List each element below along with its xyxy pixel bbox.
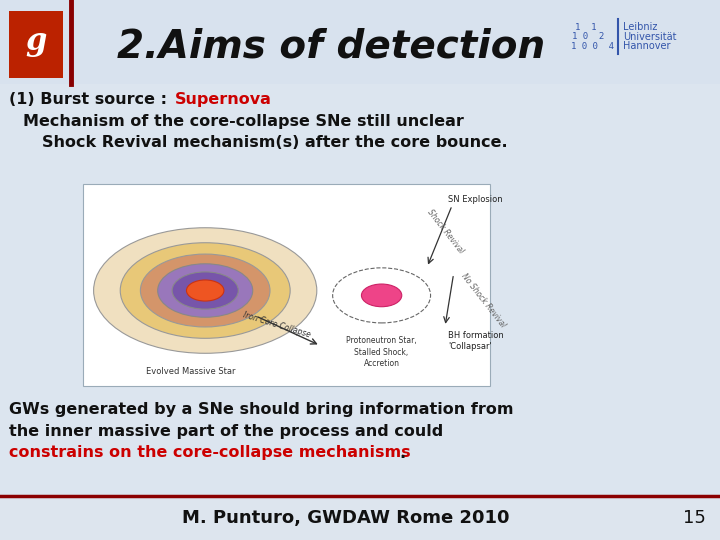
Text: 2.Aims of detection: 2.Aims of detection xyxy=(117,28,545,66)
Ellipse shape xyxy=(120,242,290,338)
Text: Hannover: Hannover xyxy=(623,42,670,51)
Text: Mechanism of the core-collapse SNe still unclear: Mechanism of the core-collapse SNe still… xyxy=(23,114,464,129)
Text: Evolved Massive Star: Evolved Massive Star xyxy=(146,367,235,376)
Text: No Shock Revival: No Shock Revival xyxy=(459,272,507,329)
Text: constrains on the core-collapse mechanisms: constrains on the core-collapse mechanis… xyxy=(9,446,410,461)
Ellipse shape xyxy=(140,254,270,327)
Text: 15: 15 xyxy=(683,509,706,527)
Ellipse shape xyxy=(361,284,402,307)
Text: .: . xyxy=(400,446,406,461)
Ellipse shape xyxy=(333,268,431,323)
Text: Iron Core Collapse: Iron Core Collapse xyxy=(243,310,312,340)
FancyBboxPatch shape xyxy=(83,184,490,386)
Text: Leibniz: Leibniz xyxy=(623,22,657,32)
Text: GWs generated by a SNe should bring information from: GWs generated by a SNe should bring info… xyxy=(9,402,513,417)
Text: 1  1: 1 1 xyxy=(575,23,596,31)
Text: BH formation
'Collapsar': BH formation 'Collapsar' xyxy=(448,331,503,352)
Text: Shock Revival: Shock Revival xyxy=(425,207,465,255)
Ellipse shape xyxy=(94,228,317,353)
Ellipse shape xyxy=(158,264,253,317)
Text: Universität: Universität xyxy=(623,32,676,42)
FancyBboxPatch shape xyxy=(0,496,720,540)
FancyBboxPatch shape xyxy=(9,11,63,78)
Text: g: g xyxy=(25,26,46,57)
Ellipse shape xyxy=(172,272,238,309)
FancyBboxPatch shape xyxy=(0,0,720,84)
Text: (1) Burst source :: (1) Burst source : xyxy=(9,92,172,107)
Text: the inner massive part of the process and could: the inner massive part of the process an… xyxy=(9,424,443,439)
Text: 1 0 0  4: 1 0 0 4 xyxy=(571,42,614,51)
Text: Shock Revival mechanism(s) after the core bounce.: Shock Revival mechanism(s) after the cor… xyxy=(42,134,508,150)
Text: SN Explosion: SN Explosion xyxy=(448,195,503,204)
Ellipse shape xyxy=(186,280,224,301)
Text: M. Punturo, GWDAW Rome 2010: M. Punturo, GWDAW Rome 2010 xyxy=(182,509,509,527)
Text: Supernova: Supernova xyxy=(175,92,272,107)
Text: 1 0  2: 1 0 2 xyxy=(572,32,605,41)
Text: Protoneutron Star,
Stalled Shock,
Accretion: Protoneutron Star, Stalled Shock, Accret… xyxy=(346,336,417,368)
